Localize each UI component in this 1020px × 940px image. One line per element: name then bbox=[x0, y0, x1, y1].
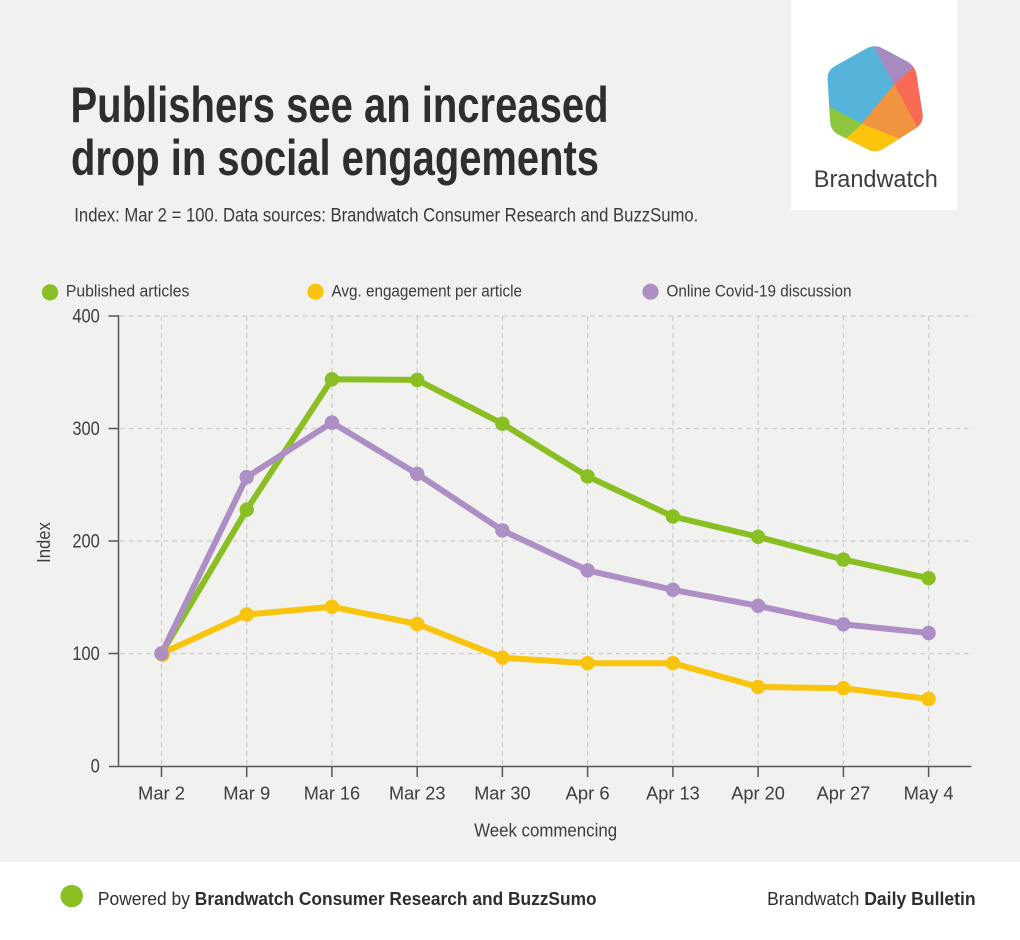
svg-text:Brandwatch: Brandwatch bbox=[814, 166, 938, 193]
svg-text:Apr 20: Apr 20 bbox=[731, 782, 785, 803]
svg-text:Mar 9: Mar 9 bbox=[223, 782, 270, 803]
svg-text:Apr 27: Apr 27 bbox=[817, 782, 871, 803]
svg-text:drop in social engagements: drop in social engagements bbox=[71, 130, 599, 186]
svg-text:Mar 30: Mar 30 bbox=[474, 782, 530, 803]
svg-text:200: 200 bbox=[72, 531, 99, 552]
svg-text:Powered by Brandwatch Consumer: Powered by Brandwatch Consumer Research … bbox=[98, 888, 597, 909]
svg-text:Online Covid-19 discussion: Online Covid-19 discussion bbox=[667, 282, 852, 301]
svg-text:100: 100 bbox=[72, 644, 99, 665]
svg-text:Publishers see an increased: Publishers see an increased bbox=[71, 77, 609, 133]
svg-text:400: 400 bbox=[72, 306, 99, 327]
svg-text:May 4: May 4 bbox=[904, 782, 954, 803]
svg-text:Mar 2: Mar 2 bbox=[138, 782, 185, 803]
svg-text:Apr 13: Apr 13 bbox=[646, 782, 700, 803]
svg-text:Brandwatch Daily Bulletin: Brandwatch Daily Bulletin bbox=[767, 888, 976, 909]
svg-text:Published articles: Published articles bbox=[66, 282, 189, 301]
svg-text:Mar 16: Mar 16 bbox=[304, 782, 360, 803]
svg-text:Apr 6: Apr 6 bbox=[566, 782, 610, 803]
svg-text:Avg. engagement per article: Avg. engagement per article bbox=[332, 282, 523, 301]
svg-text:Index: Mar 2 = 100. Data sourc: Index: Mar 2 = 100. Data sources: Brandw… bbox=[74, 206, 698, 227]
svg-text:Index: Index bbox=[34, 522, 54, 563]
svg-text:0: 0 bbox=[91, 756, 100, 777]
svg-text:Week commencing: Week commencing bbox=[474, 821, 617, 841]
svg-text:Mar 23: Mar 23 bbox=[389, 782, 445, 803]
svg-text:300: 300 bbox=[72, 419, 99, 440]
